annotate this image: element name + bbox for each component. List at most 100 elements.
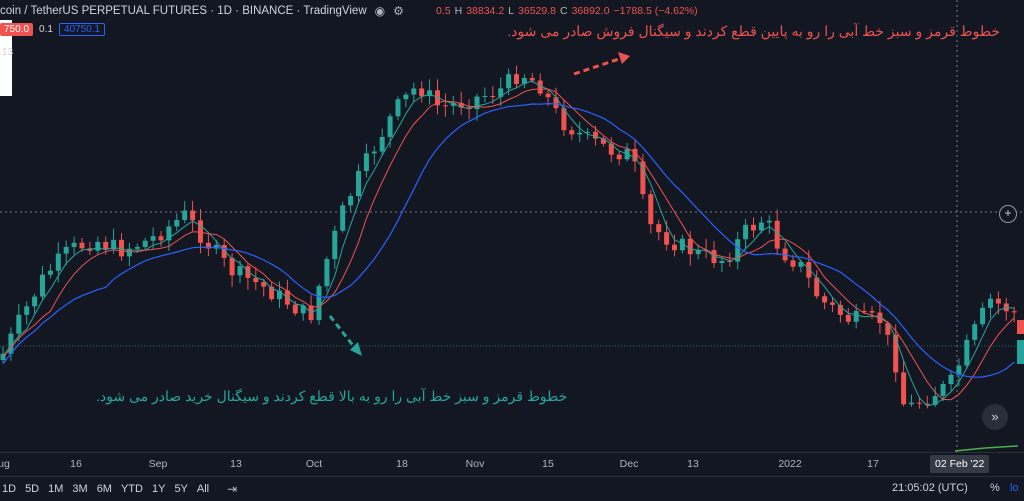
candle-body [561, 108, 567, 131]
candle-body [363, 153, 369, 171]
candle-body [672, 244, 677, 251]
candle-body [269, 286, 275, 300]
timeframe-5y[interactable]: 5Y [174, 483, 188, 495]
candle-body [261, 282, 267, 287]
buy-arrow [328, 315, 357, 349]
candle-body [514, 74, 519, 84]
candle-body [474, 96, 480, 110]
candle-body [751, 224, 756, 231]
time-tick: Dec [619, 458, 639, 470]
candle-body [916, 402, 922, 404]
candle-body [932, 395, 938, 405]
candle-body [656, 224, 662, 233]
candle-body [150, 236, 156, 241]
candle-body [995, 298, 1001, 304]
time-tick: Sep [148, 458, 168, 470]
candle-body [119, 239, 124, 257]
candlestick-chart[interactable] [0, 0, 1024, 452]
sell-arrow-head [618, 52, 630, 64]
candle-body [885, 323, 891, 335]
candle-body [316, 286, 322, 321]
time-tick: 18 [396, 458, 408, 470]
chart-header: coin / TetherUS PERPETUAL FUTURES · 1D ·… [0, 2, 404, 20]
candle-body [205, 242, 211, 249]
moving-average-blue [2, 102, 1015, 378]
timeframe-1d[interactable]: 1D [2, 483, 17, 495]
candle-body [901, 372, 907, 405]
candle-body [640, 161, 646, 195]
candle-body [427, 90, 433, 97]
ohlc-change-value: −1788.5 (−4.62%) [613, 5, 698, 17]
candle-body [743, 224, 749, 240]
candle-body [498, 88, 504, 97]
candle-body [419, 88, 425, 97]
candle-body [585, 131, 591, 133]
candle-body [111, 239, 117, 250]
time-tick: 13 [230, 458, 242, 470]
moving-average-green [2, 80, 1015, 407]
candle-body [608, 143, 614, 155]
candle-body [790, 260, 796, 267]
candle-body [245, 266, 251, 278]
buy-price-tag[interactable]: 40750.1 [58, 23, 106, 36]
indicator-label[interactable]: 13 [2, 47, 14, 58]
candle-body [774, 220, 780, 249]
timeframe-3m[interactable]: 3M [72, 483, 88, 495]
candle-body [348, 196, 354, 206]
timeframe-1y[interactable]: 1Y [151, 483, 166, 495]
candle-body [324, 259, 330, 287]
timeframe-5d[interactable]: 5D [25, 483, 40, 495]
candle-body [529, 78, 535, 81]
utc-clock[interactable]: 21:05:02 (UTC) [892, 482, 968, 494]
candle-body [95, 241, 101, 251]
timeframe-1m[interactable]: 1M [48, 483, 64, 495]
symbol-title[interactable]: coin / TetherUS PERPETUAL FUTURES · 1D ·… [0, 5, 367, 17]
eye-icon[interactable]: ◉ [374, 4, 386, 18]
candle-body [63, 246, 69, 254]
legend-overlay-box [0, 20, 12, 96]
candle-body [24, 306, 30, 315]
candle-body [521, 78, 527, 84]
candle-body [869, 311, 875, 313]
double-chevron-right-icon[interactable]: » [982, 404, 1008, 430]
log-scale-toggle[interactable]: lo [1010, 482, 1019, 494]
candle-body [948, 374, 954, 385]
candle-body [435, 90, 440, 106]
candle-body [403, 94, 409, 100]
last-price-marker [1017, 320, 1024, 334]
timeframe-6m[interactable]: 6M [96, 483, 112, 495]
ohlc-high-value: 38834.2 [466, 5, 505, 17]
candle-body [182, 210, 188, 220]
candle-body [55, 253, 61, 271]
ohlc-close-value: 36892.0 [571, 5, 610, 17]
candle-body [221, 244, 227, 258]
sell-price-tag[interactable]: 750.0 [0, 23, 34, 36]
candle-body [371, 151, 377, 154]
time-tick: Nov [465, 458, 485, 470]
spread-value: 0.1 [39, 24, 53, 35]
gear-icon[interactable]: ⚙ [393, 4, 404, 18]
candle-body [8, 333, 14, 354]
candle-body [134, 246, 140, 249]
candle-body [237, 266, 243, 276]
candle-body [229, 257, 235, 276]
candle-body [679, 238, 685, 251]
candle-body [537, 80, 543, 94]
calendar-range-icon[interactable]: ⇥ [227, 482, 238, 496]
time-axis[interactable]: ug 16 Sep 13 Oct 18 Nov 15 Dec 13 2022 1… [0, 452, 1024, 477]
plus-circle-icon[interactable]: + [999, 205, 1017, 223]
timeframe-all[interactable]: All [196, 483, 210, 495]
time-tick: 2022 [778, 458, 802, 470]
candle-body [893, 334, 899, 373]
candle-body [340, 205, 346, 231]
candle-body [814, 277, 820, 297]
candle-body [0, 353, 6, 360]
price-chart[interactable] [0, 0, 1024, 452]
candle-body [40, 274, 45, 297]
cursor-date-badge: 02 Feb '22 [930, 455, 990, 473]
sell-arrow [573, 56, 623, 76]
timeframe-ytd[interactable]: YTD [120, 483, 143, 495]
percent-scale-toggle[interactable]: % [990, 482, 1000, 494]
candle-body [853, 311, 859, 322]
candle-body [253, 277, 259, 283]
